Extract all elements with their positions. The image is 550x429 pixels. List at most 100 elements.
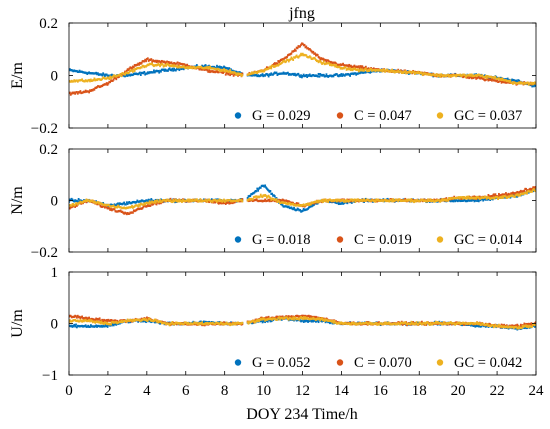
data-point [271, 192, 274, 195]
data-point [182, 323, 185, 326]
data-point [300, 52, 302, 55]
data-point [257, 318, 260, 321]
data-point [462, 197, 464, 200]
data-point [101, 318, 104, 322]
data-point [154, 318, 157, 321]
legend-entry: G = 0.018 [234, 232, 311, 248]
data-point [157, 69, 160, 73]
y-axis-title: E/m [9, 62, 26, 89]
data-point [255, 190, 258, 193]
data-point [467, 195, 470, 198]
data-point [267, 189, 270, 192]
data-point [265, 186, 267, 189]
data-point [366, 70, 369, 73]
data-point [178, 200, 181, 203]
data-point [108, 207, 111, 210]
data-point [354, 200, 357, 203]
data-point [78, 320, 81, 323]
data-point [71, 198, 74, 201]
data-point [317, 320, 320, 324]
data-point [512, 82, 514, 85]
data-point [305, 45, 308, 48]
data-point [260, 69, 263, 72]
data-point [214, 201, 217, 204]
data-point [115, 204, 118, 207]
data-point [169, 197, 172, 201]
data-point [348, 73, 351, 76]
data-point [461, 196, 464, 199]
data-point [81, 315, 84, 318]
data-point [314, 52, 316, 55]
data-point [304, 320, 307, 323]
data-point [146, 316, 148, 319]
data-point [281, 204, 284, 207]
panel-north: −0.200.2N/mG = 0.018 C = 0.019 GC = 0.014 [9, 142, 537, 261]
data-point [264, 184, 267, 187]
data-point [145, 318, 147, 321]
data-point [287, 58, 289, 62]
data-point [151, 62, 154, 65]
data-point [142, 203, 145, 206]
data-point [185, 321, 188, 324]
data-point [98, 201, 101, 204]
data-point [318, 317, 321, 320]
data-point [195, 321, 198, 324]
data-point [69, 314, 72, 318]
data-point [319, 319, 322, 322]
data-point [138, 203, 140, 206]
data-point [195, 64, 198, 67]
data-point [299, 54, 302, 57]
data-point [322, 318, 325, 321]
data-point [470, 73, 473, 76]
data-point [390, 69, 393, 73]
data-point [167, 69, 169, 72]
panel-east: −0.200.2E/mG = 0.029 C = 0.047 GC = 0.037 [9, 16, 537, 137]
data-point [470, 199, 473, 202]
data-point [313, 203, 316, 206]
legend-marker [436, 359, 444, 366]
data-point [378, 321, 380, 324]
data-point [127, 321, 130, 324]
data-point [327, 200, 330, 203]
data-point [420, 320, 423, 323]
data-point [288, 200, 291, 204]
data-point [334, 65, 337, 68]
data-point [139, 71, 141, 74]
data-point [269, 65, 272, 68]
data-point [125, 69, 128, 72]
data-point [207, 66, 210, 69]
data-point [100, 320, 103, 323]
data-point [93, 77, 96, 80]
data-point [163, 60, 166, 63]
data-point [259, 186, 262, 189]
data-point [388, 200, 391, 203]
data-point [319, 60, 322, 63]
data-point [380, 68, 383, 72]
data-point [494, 323, 497, 327]
data-point [91, 199, 94, 202]
data-point [493, 325, 496, 328]
data-point [228, 70, 231, 73]
x-tick-label: 8 [221, 383, 229, 399]
data-point [102, 72, 105, 75]
data-point [399, 70, 402, 73]
data-point [533, 85, 535, 88]
data-point [321, 198, 323, 202]
data-point [152, 71, 154, 74]
data-point [223, 68, 225, 71]
data-point [192, 322, 195, 325]
data-point [472, 198, 475, 202]
data-point [76, 314, 79, 318]
data-point [445, 197, 448, 200]
data-point [75, 315, 77, 318]
data-point [273, 62, 276, 65]
data-point [338, 65, 341, 68]
data-point [251, 74, 253, 77]
data-point [252, 319, 255, 323]
data-point [74, 325, 77, 328]
data-point [309, 203, 312, 206]
data-point [438, 73, 441, 76]
data-point [70, 204, 73, 207]
data-point [95, 71, 98, 75]
